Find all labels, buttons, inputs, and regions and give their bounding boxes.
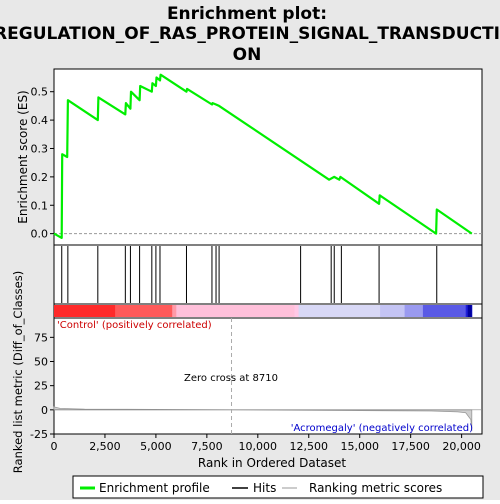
hits-panel xyxy=(53,244,483,305)
metric-y-tick-label: 0 xyxy=(41,404,48,417)
legend-label-metric: Ranking metric scores xyxy=(309,481,442,495)
rank-gradient-segment xyxy=(422,305,467,317)
x-axis-label: Rank in Ordered Dataset xyxy=(198,456,346,470)
es-y-tick-label: 0.3 xyxy=(31,142,49,155)
rank-gradient-segment xyxy=(172,305,177,317)
x-tick-label: 15,000 xyxy=(340,440,379,453)
rank-gradient-segment xyxy=(380,305,406,317)
es-y-tick-label: 0.2 xyxy=(31,171,49,184)
legend-box xyxy=(72,475,484,499)
es-y-tick-label: 0.1 xyxy=(31,199,49,212)
rank-gradient-segment xyxy=(176,305,295,317)
x-tick-label: 10,000 xyxy=(239,440,278,453)
rank-gradient-segment xyxy=(54,305,116,317)
rank-gradient-segment xyxy=(115,305,173,317)
chart-title-line-1: Enrichment plot: xyxy=(167,4,327,24)
es-y-tick-label: 0.5 xyxy=(31,86,49,99)
rank-gradient-segment xyxy=(298,305,381,317)
x-tick-label: 2,500 xyxy=(89,440,121,453)
enrichment-profile-path xyxy=(53,73,473,239)
metric-y-axis: -25 0 25 50 75 xyxy=(30,331,54,441)
x-tick-label: 0 xyxy=(51,440,58,453)
es-y-axis: 0.0 0.1 0.2 0.3 0.4 0.5 xyxy=(31,86,54,241)
chart-title-line-2: REGULATION_OF_RAS_PROTEIN_SIGNAL_TRANSDU… xyxy=(0,24,500,44)
x-tick-label: 20,000 xyxy=(442,440,481,453)
es-y-tick-label: 0.0 xyxy=(31,228,49,241)
x-tick-label: 5,000 xyxy=(140,440,172,453)
negative-class-label: 'Acromegaly' (negatively correlated) xyxy=(291,423,473,434)
es-y-tick-label: 0.4 xyxy=(31,114,49,127)
chart-title-line-3: ON xyxy=(233,45,262,65)
x-tick-label: 17,500 xyxy=(391,440,430,453)
metric-y-axis-label: Ranked list metric (Diff_of_Classes) xyxy=(11,271,25,473)
es-y-axis-label: Enrichment score (ES) xyxy=(16,90,30,223)
legend-label-hits: Hits xyxy=(253,481,276,495)
metric-y-tick-label: 50 xyxy=(34,356,48,369)
enrichment-panel xyxy=(53,68,483,246)
hit-lines xyxy=(61,246,438,303)
enrichment-profile-line xyxy=(53,73,473,239)
metric-y-tick-label: 25 xyxy=(34,380,48,393)
positive-class-label: 'Control' (positively correlated) xyxy=(57,320,212,331)
x-tick-label: 7,500 xyxy=(191,440,223,453)
metric-panel xyxy=(53,317,483,435)
rank-gradient-segment xyxy=(294,305,300,317)
metric-y-tick-label: -25 xyxy=(30,428,48,441)
legend-label-enrichment: Enrichment profile xyxy=(99,481,210,495)
rank-gradient-end xyxy=(467,305,472,317)
ranking-metric-area xyxy=(53,406,482,432)
zero-cross-label: Zero cross at 8710 xyxy=(184,373,278,384)
ranking-metric-path xyxy=(53,406,473,432)
rank-gradient-segments xyxy=(54,305,473,317)
x-axis: 0 2,500 5,000 7,500 10,000 12,500 15,000 17,500… xyxy=(51,434,481,453)
rank-gradient-segment xyxy=(404,305,424,317)
metric-y-tick-label: 75 xyxy=(34,331,48,344)
x-tick-label: 12,500 xyxy=(290,440,329,453)
